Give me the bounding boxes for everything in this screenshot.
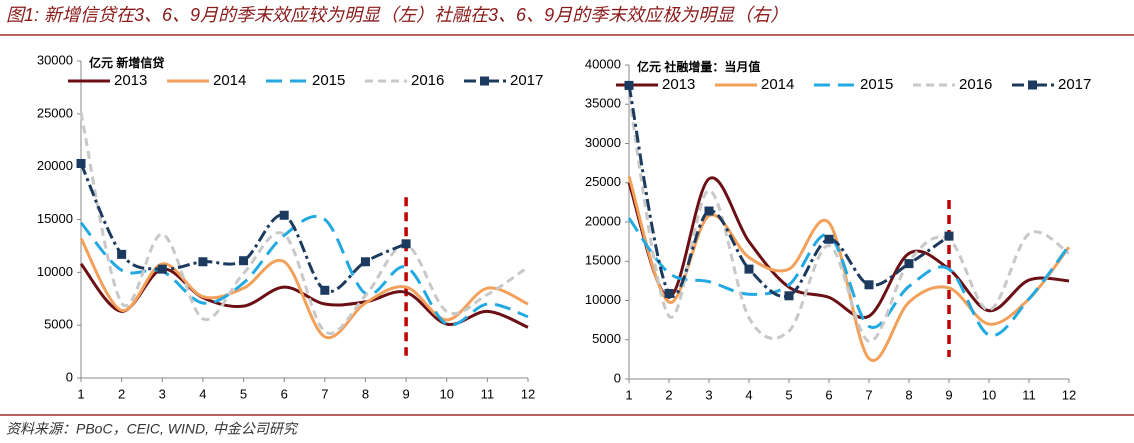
- x-tick-label: 6: [825, 387, 832, 402]
- series-line: [627, 176, 1070, 320]
- x-tick-label: 7: [321, 386, 328, 401]
- series-line: [627, 217, 1071, 338]
- point-marker: [824, 234, 834, 244]
- x-tick-label: 12: [1062, 387, 1076, 402]
- legend-label: 2014: [761, 76, 794, 93]
- x-tick-label: 11: [1022, 387, 1036, 402]
- x-tick-label: 10: [439, 386, 453, 401]
- series-line: [627, 96, 1070, 343]
- legend-marker: [480, 76, 489, 86]
- y-tick-label: 40000: [585, 56, 621, 71]
- x-tick-label: 4: [199, 386, 206, 401]
- y-tick-label: 5000: [44, 317, 73, 332]
- series-line: [79, 214, 529, 327]
- y-axis-label: 亿元 社融增量：当月值: [637, 59, 760, 74]
- legend-label: 2016: [959, 76, 992, 93]
- x-tick-label: 9: [402, 386, 409, 401]
- legend-label: 2017: [1058, 76, 1091, 93]
- y-tick-label: 10000: [585, 292, 621, 307]
- x-tick-label: 11: [481, 386, 495, 401]
- point-marker: [157, 264, 167, 274]
- legend-label: 2013: [662, 76, 695, 93]
- legend-label: 2017: [510, 72, 543, 89]
- series-line: [627, 176, 1071, 363]
- x-tick-label: 1: [625, 387, 632, 402]
- series-line: [79, 237, 529, 340]
- point-marker: [239, 256, 249, 266]
- series-line: [79, 262, 529, 329]
- point-marker: [401, 239, 411, 249]
- figure-title: 图1: 新增信贷在3、6、9月的季末效应较为明显（左）社融在3、6、9月的季末效…: [6, 5, 788, 25]
- point-marker: [279, 210, 289, 220]
- point-marker: [117, 249, 127, 259]
- y-tick-label: 0: [66, 369, 73, 384]
- x-tick-label: 12: [521, 386, 535, 401]
- point-marker: [704, 206, 714, 216]
- point-marker: [784, 291, 794, 301]
- y-tick-label: 25000: [585, 174, 621, 189]
- point-marker: [624, 80, 634, 90]
- y-tick-label: 30000: [37, 52, 73, 67]
- x-tick-label: 4: [745, 387, 752, 402]
- x-tick-label: 6: [281, 386, 288, 401]
- y-tick-label: 30000: [585, 135, 621, 150]
- point-marker: [944, 231, 954, 241]
- legend-label: 2014: [213, 72, 246, 89]
- point-marker: [76, 158, 86, 168]
- x-tick-label: 8: [362, 386, 369, 401]
- x-tick-label: 10: [982, 387, 996, 402]
- y-tick-label: 0: [614, 370, 621, 385]
- legend-marker: [1028, 80, 1037, 90]
- point-marker: [360, 257, 370, 267]
- x-tick-label: 5: [785, 387, 792, 402]
- y-tick-label: 20000: [37, 158, 73, 173]
- point-marker: [320, 285, 330, 295]
- x-tick-label: 1: [77, 386, 84, 401]
- source: 资料来源：PBoC，CEIC, WIND, 中金公司研究: [6, 421, 299, 437]
- legend-label: 2013: [114, 72, 147, 89]
- point-marker: [664, 288, 674, 298]
- x-tick-label: 9: [945, 387, 952, 402]
- x-tick-label: 5: [240, 386, 247, 401]
- series-line: [79, 112, 529, 335]
- legend-label: 2015: [312, 72, 345, 89]
- x-tick-label: 2: [665, 387, 672, 402]
- y-tick-label: 25000: [37, 105, 73, 120]
- y-tick-label: 10000: [37, 264, 73, 279]
- y-axis-label: 亿元 新增信贷: [89, 55, 164, 70]
- y-tick-label: 20000: [585, 213, 621, 228]
- x-tick-label: 7: [865, 387, 872, 402]
- x-tick-label: 2: [118, 386, 125, 401]
- x-tick-label: 3: [159, 386, 166, 401]
- point-marker: [744, 264, 754, 274]
- y-tick-label: 35000: [585, 96, 621, 111]
- legend-label: 2016: [411, 72, 444, 89]
- legend-label: 2015: [860, 76, 893, 93]
- y-tick-label: 15000: [37, 211, 73, 226]
- x-tick-label: 8: [905, 387, 912, 402]
- x-tick-label: 3: [705, 387, 712, 402]
- point-marker: [904, 259, 914, 269]
- point-marker: [864, 280, 874, 290]
- y-tick-label: 5000: [592, 331, 621, 346]
- point-marker: [198, 257, 208, 267]
- y-tick-label: 15000: [585, 253, 621, 268]
